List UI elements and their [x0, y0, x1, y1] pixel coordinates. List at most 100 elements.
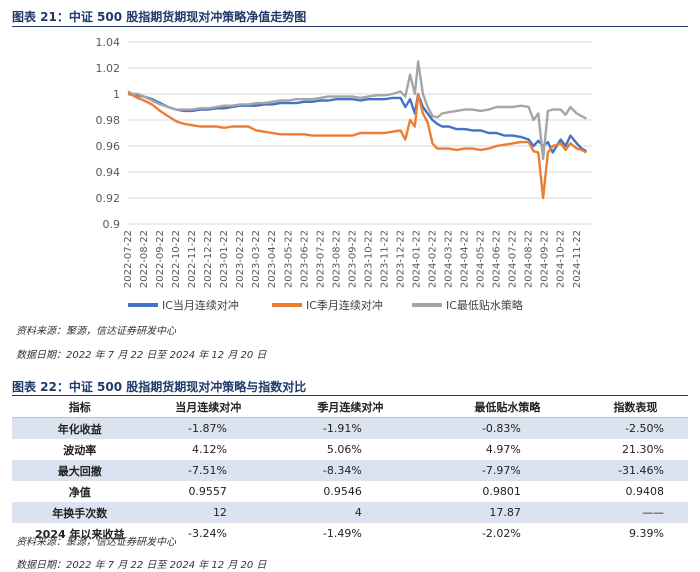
x-tick-label: 2024-05-22: [476, 230, 487, 288]
table-cell: 21.30%: [622, 443, 664, 456]
x-tick-label: 2024-11-22: [572, 230, 583, 288]
table-header: 季月连续对冲: [268, 396, 432, 418]
x-tick-label: 2023-01-22: [219, 230, 230, 288]
table-cell: -7.97%: [431, 460, 583, 481]
table-cell: -31.46%: [582, 460, 688, 481]
figure-22-source: 资料来源：聚源，信达证券研发中心: [16, 537, 176, 548]
table-cell: 0.9557: [188, 485, 227, 498]
x-tick-label: 2022-12-22: [203, 230, 214, 288]
x-tick-label: 2022-10-22: [171, 230, 182, 288]
x-tick-label: 2024-08-22: [524, 230, 535, 288]
series-lines: [127, 60, 587, 200]
table-cell: 12: [147, 502, 269, 523]
table-row: 2024 年以来收益 -3.24% -1.49% -2.02% 9.39%: [12, 523, 688, 544]
y-tick-label: 0.92: [96, 192, 121, 205]
y-tick-label: 0.96: [96, 140, 121, 153]
chart-grid: [128, 41, 592, 225]
x-tick-label: 2023-10-22: [363, 230, 374, 288]
table-row: 最大回撤 -7.51% -8.34% -7.97% -31.46%: [12, 460, 688, 481]
figure-21-source: 资料来源：聚源，信达证券研发中心: [16, 326, 176, 337]
x-tick-label: 2024-03-22: [444, 230, 455, 288]
row-label: 年化收益: [12, 417, 148, 439]
table-cell: 9.39%: [629, 527, 664, 540]
x-tick-label: 2022-11-22: [187, 230, 198, 288]
x-tick-label: 2024-01-22: [411, 230, 422, 288]
table-cell: -3.24%: [188, 527, 227, 540]
table-cell: -1.49%: [322, 527, 362, 540]
table-row: 波动率 4.12% 5.06% 4.97% 21.30%: [12, 439, 688, 460]
figure-22-title: 图表 22：中证 500 股指期货期现对冲策略与指数对比: [12, 380, 307, 394]
comparison-table: 指标 当月连续对冲 季月连续对冲 最低贴水策略 指数表现 年化收益 -1.87%…: [12, 396, 688, 544]
row-label: 波动率: [63, 443, 97, 457]
table-cell: ——: [582, 502, 688, 523]
table-row: 净值 0.9557 0.9546 0.9801 0.9408: [12, 481, 688, 502]
row-label: 最大回撤: [12, 460, 148, 481]
x-tick-label: 2023-04-22: [267, 230, 278, 288]
legend-label: IC季月连续对冲: [306, 298, 383, 312]
table-cell: 17.87: [431, 502, 583, 523]
table-cell: 4.12%: [191, 443, 227, 456]
table-header: 最低贴水策略: [431, 396, 583, 418]
table-row: 年换手次数 12 4 17.87 ——: [12, 502, 688, 523]
x-tick-label: 2023-07-22: [315, 230, 326, 288]
table-row: 年化收益 -1.87% -1.91% -0.83% -2.50%: [12, 417, 688, 439]
y-tick-label: 0.98: [96, 114, 121, 127]
table-header: 当月连续对冲: [147, 396, 269, 418]
row-label: 2024 年以来收益: [35, 527, 125, 541]
x-tick-label: 2024-06-22: [492, 230, 503, 288]
x-tick-label: 2024-02-22: [428, 230, 439, 288]
table-cell: -1.87%: [147, 417, 269, 439]
table-cell: 4.97%: [485, 443, 521, 456]
x-tick-label: 2023-12-22: [395, 230, 406, 288]
figure-21-title: 图表 21：中证 500 股指期货期现对冲策略净值走势图: [12, 10, 307, 24]
table-cell: -2.50%: [582, 417, 688, 439]
y-tick-label: 0.94: [96, 166, 121, 179]
legend-label: IC最低贴水策略: [446, 298, 523, 312]
x-tick-label: 2023-08-22: [331, 230, 342, 288]
table-cell: -7.51%: [147, 460, 269, 481]
y-tick-label: 1.02: [96, 62, 121, 75]
series-line: [127, 60, 587, 161]
x-tick-label: 2023-05-22: [283, 230, 294, 288]
x-tick-label: 2023-02-22: [235, 230, 246, 288]
table-cell: 4: [268, 502, 432, 523]
row-label: 年换手次数: [12, 502, 148, 523]
table-cell: 0.9801: [482, 485, 521, 498]
x-tick-label: 2023-09-22: [347, 230, 358, 288]
series-line: [127, 92, 587, 200]
x-tick-label: 2024-10-22: [556, 230, 567, 288]
table-cell: -0.83%: [431, 417, 583, 439]
x-tick-label: 2022-08-22: [139, 230, 150, 288]
legend-label: IC当月连续对冲: [162, 298, 239, 312]
table-cell: 0.9408: [625, 485, 665, 498]
title-rule: [12, 26, 688, 27]
table-cell: 5.06%: [326, 443, 362, 456]
x-tick-label: 2024-04-22: [460, 230, 471, 288]
chart-legend: IC当月连续对冲 IC季月连续对冲 IC最低贴水策略: [128, 298, 523, 312]
y-axis-ticks: 0.9 0.92 0.94 0.96 0.98 1 1.02 1.04: [96, 36, 121, 231]
x-axis-ticks: 2022-07-22 2022-08-22 2022-09-22 2022-10-22…: [123, 230, 583, 288]
table-cell: -2.02%: [481, 527, 521, 540]
x-tick-label: 2022-09-22: [155, 230, 166, 288]
x-tick-label: 2023-03-22: [251, 230, 262, 288]
table-cell: 0.9546: [323, 485, 362, 498]
x-tick-label: 2022-07-22: [123, 230, 134, 288]
figure-22-date-range: 数据日期：2022 年 7 月 22 日至 2024 年 12 月 20 日: [16, 560, 267, 571]
table-cell: -8.34%: [268, 460, 432, 481]
y-tick-label: 1: [113, 88, 120, 101]
table-header-row: 指标 当月连续对冲 季月连续对冲 最低贴水策略 指数表现: [12, 396, 688, 418]
title-rule-2: [12, 395, 688, 396]
y-tick-label: 0.9: [103, 218, 121, 231]
table-cell: -1.91%: [268, 417, 432, 439]
x-tick-label: 2023-06-22: [299, 230, 310, 288]
series-line: [128, 92, 587, 154]
y-tick-label: 1.04: [96, 36, 121, 49]
table-header: 指标: [12, 396, 148, 418]
figure-21-date-range: 数据日期：2022 年 7 月 22 日至 2024 年 12 月 20 日: [16, 350, 267, 361]
x-tick-label: 2024-09-22: [540, 230, 551, 288]
x-tick-label: 2023-11-22: [379, 230, 390, 288]
table-header: 指数表现: [582, 396, 688, 418]
row-label: 净值: [68, 485, 91, 499]
x-tick-label: 2024-07-22: [508, 230, 519, 288]
